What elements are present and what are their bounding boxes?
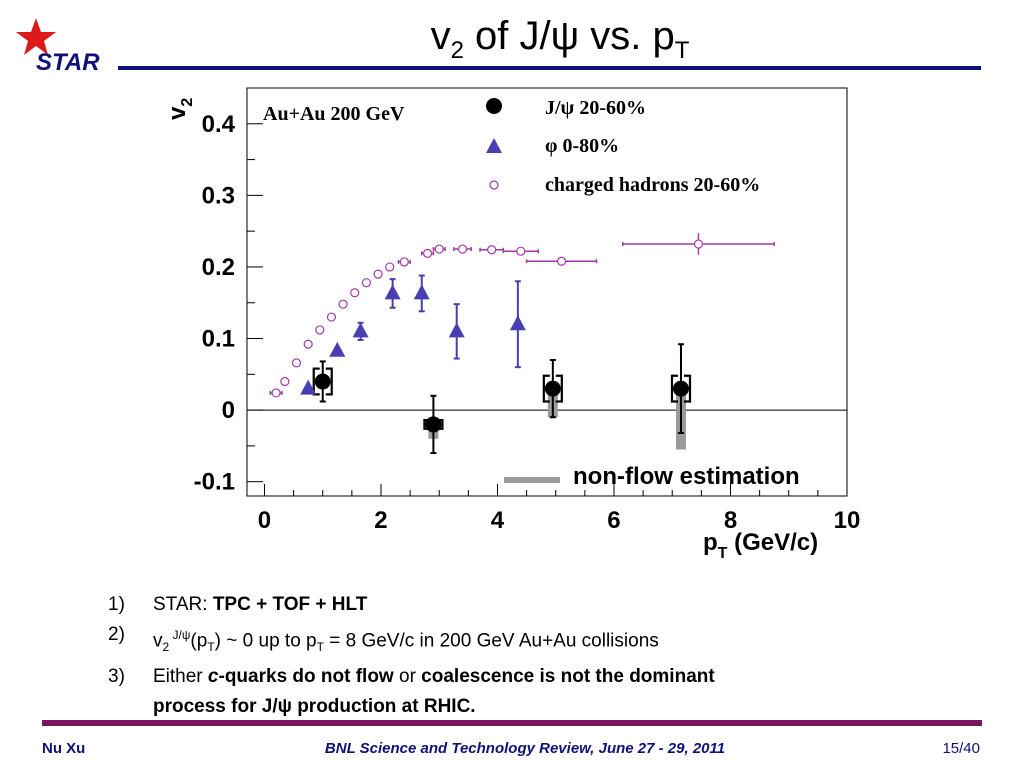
chart-annotation: Au+Au 200 GeV	[263, 103, 405, 125]
page-number: 15/40	[942, 740, 980, 757]
jpsi-point	[314, 373, 331, 390]
jpsi-point	[544, 380, 561, 397]
hadron-point	[280, 376, 290, 387]
note-3: 3) Either c-quarks do not flow or coalesc…	[108, 666, 715, 718]
hadron-point	[291, 358, 302, 368]
legend-hadron-marker	[489, 180, 499, 190]
footer-author: Nu Xu	[42, 740, 86, 757]
hadron-point	[399, 257, 409, 267]
hadron-point	[385, 262, 395, 272]
v2-chart: 0 2 4 6 8 10 -0.1 0 0.1 0.2 0.3 0.4 J/ψ 20-60% φ 0-8…	[164, 87, 861, 562]
footer-divider	[42, 720, 982, 726]
x-tick-label: 4	[491, 507, 505, 534]
notes-list: 1) STAR: TPC + TOF + HLT 2) v2 J/ψ(pT) ~ 0…	[108, 590, 988, 722]
jpsi-point	[425, 416, 442, 433]
hadron-point	[516, 246, 526, 256]
y-tick-label: 0.2	[202, 254, 235, 281]
hadron-point	[434, 244, 444, 254]
hadron-point	[373, 269, 383, 279]
jpsi-sys-bracket	[312, 367, 320, 396]
note-2: 2) v2 J/ψ(pT) ~ 0 up to pT = 8 GeV/c in 2…	[108, 624, 659, 655]
legend-phi-label: φ 0-80%	[545, 135, 619, 157]
x-tick-label: 0	[258, 507, 271, 534]
plot-frame	[246, 87, 848, 497]
phi-point	[413, 284, 430, 300]
title-divider	[118, 66, 981, 70]
y-tick-label: 0.3	[202, 182, 235, 209]
hadron-point	[556, 256, 567, 266]
hadron-point	[303, 339, 313, 349]
y-tick-label: 0.1	[202, 326, 235, 353]
phi-point	[329, 341, 346, 357]
hadron-point	[361, 278, 372, 288]
hadron-point	[271, 388, 281, 398]
hadron-point	[326, 312, 337, 322]
jpsi-sys-bracket	[683, 374, 692, 403]
y-tick-label: 0.4	[202, 111, 236, 138]
star-logo: STAR	[16, 18, 100, 74]
y-tick-label: -0.1	[194, 469, 235, 496]
hadron-point	[457, 244, 468, 254]
legend-jpsi-label: J/ψ 20-60%	[545, 97, 646, 119]
phi-point	[384, 284, 401, 300]
footer-event: BNL Science and Technology Review, June …	[324, 740, 726, 757]
hadron-point	[422, 248, 433, 258]
jpsi-sys-bracket	[555, 374, 563, 403]
slide-title: v2 of J/ψ vs. pT	[430, 14, 690, 64]
jpsi-sys-bracket	[325, 367, 333, 396]
x-tick-label: 8	[724, 507, 737, 534]
hadron-point	[350, 288, 360, 298]
legend-nonflow-label: non-flow estimation	[573, 463, 800, 490]
star-icon	[16, 18, 56, 55]
jpsi-sys-bracket	[542, 374, 550, 403]
hadron-point	[693, 239, 704, 249]
jpsi-point	[672, 380, 689, 397]
phi-point	[509, 315, 526, 331]
logo-text: STAR	[36, 49, 100, 74]
x-tick-label: 10	[834, 507, 861, 534]
hadron-point	[338, 299, 348, 309]
note-1: 1) STAR: TPC + TOF + HLT	[108, 594, 368, 615]
phi-point	[448, 322, 465, 338]
x-tick-label: 2	[374, 507, 387, 534]
x-tick-label: 6	[607, 507, 620, 534]
legend-phi-marker	[486, 138, 502, 153]
x-axis-label: pT (GeV/c)	[703, 529, 818, 562]
phi-point	[300, 379, 317, 395]
y-tick-label: 0	[222, 397, 235, 424]
legend-jpsi-marker	[486, 98, 502, 114]
hadron-point	[315, 325, 325, 335]
legend-hadron-label: charged hadrons 20-60%	[545, 174, 760, 196]
hadron-point	[487, 245, 497, 255]
y-axis-label: v2	[164, 98, 196, 120]
jpsi-sys-bracket	[670, 374, 678, 403]
phi-point	[352, 322, 369, 338]
